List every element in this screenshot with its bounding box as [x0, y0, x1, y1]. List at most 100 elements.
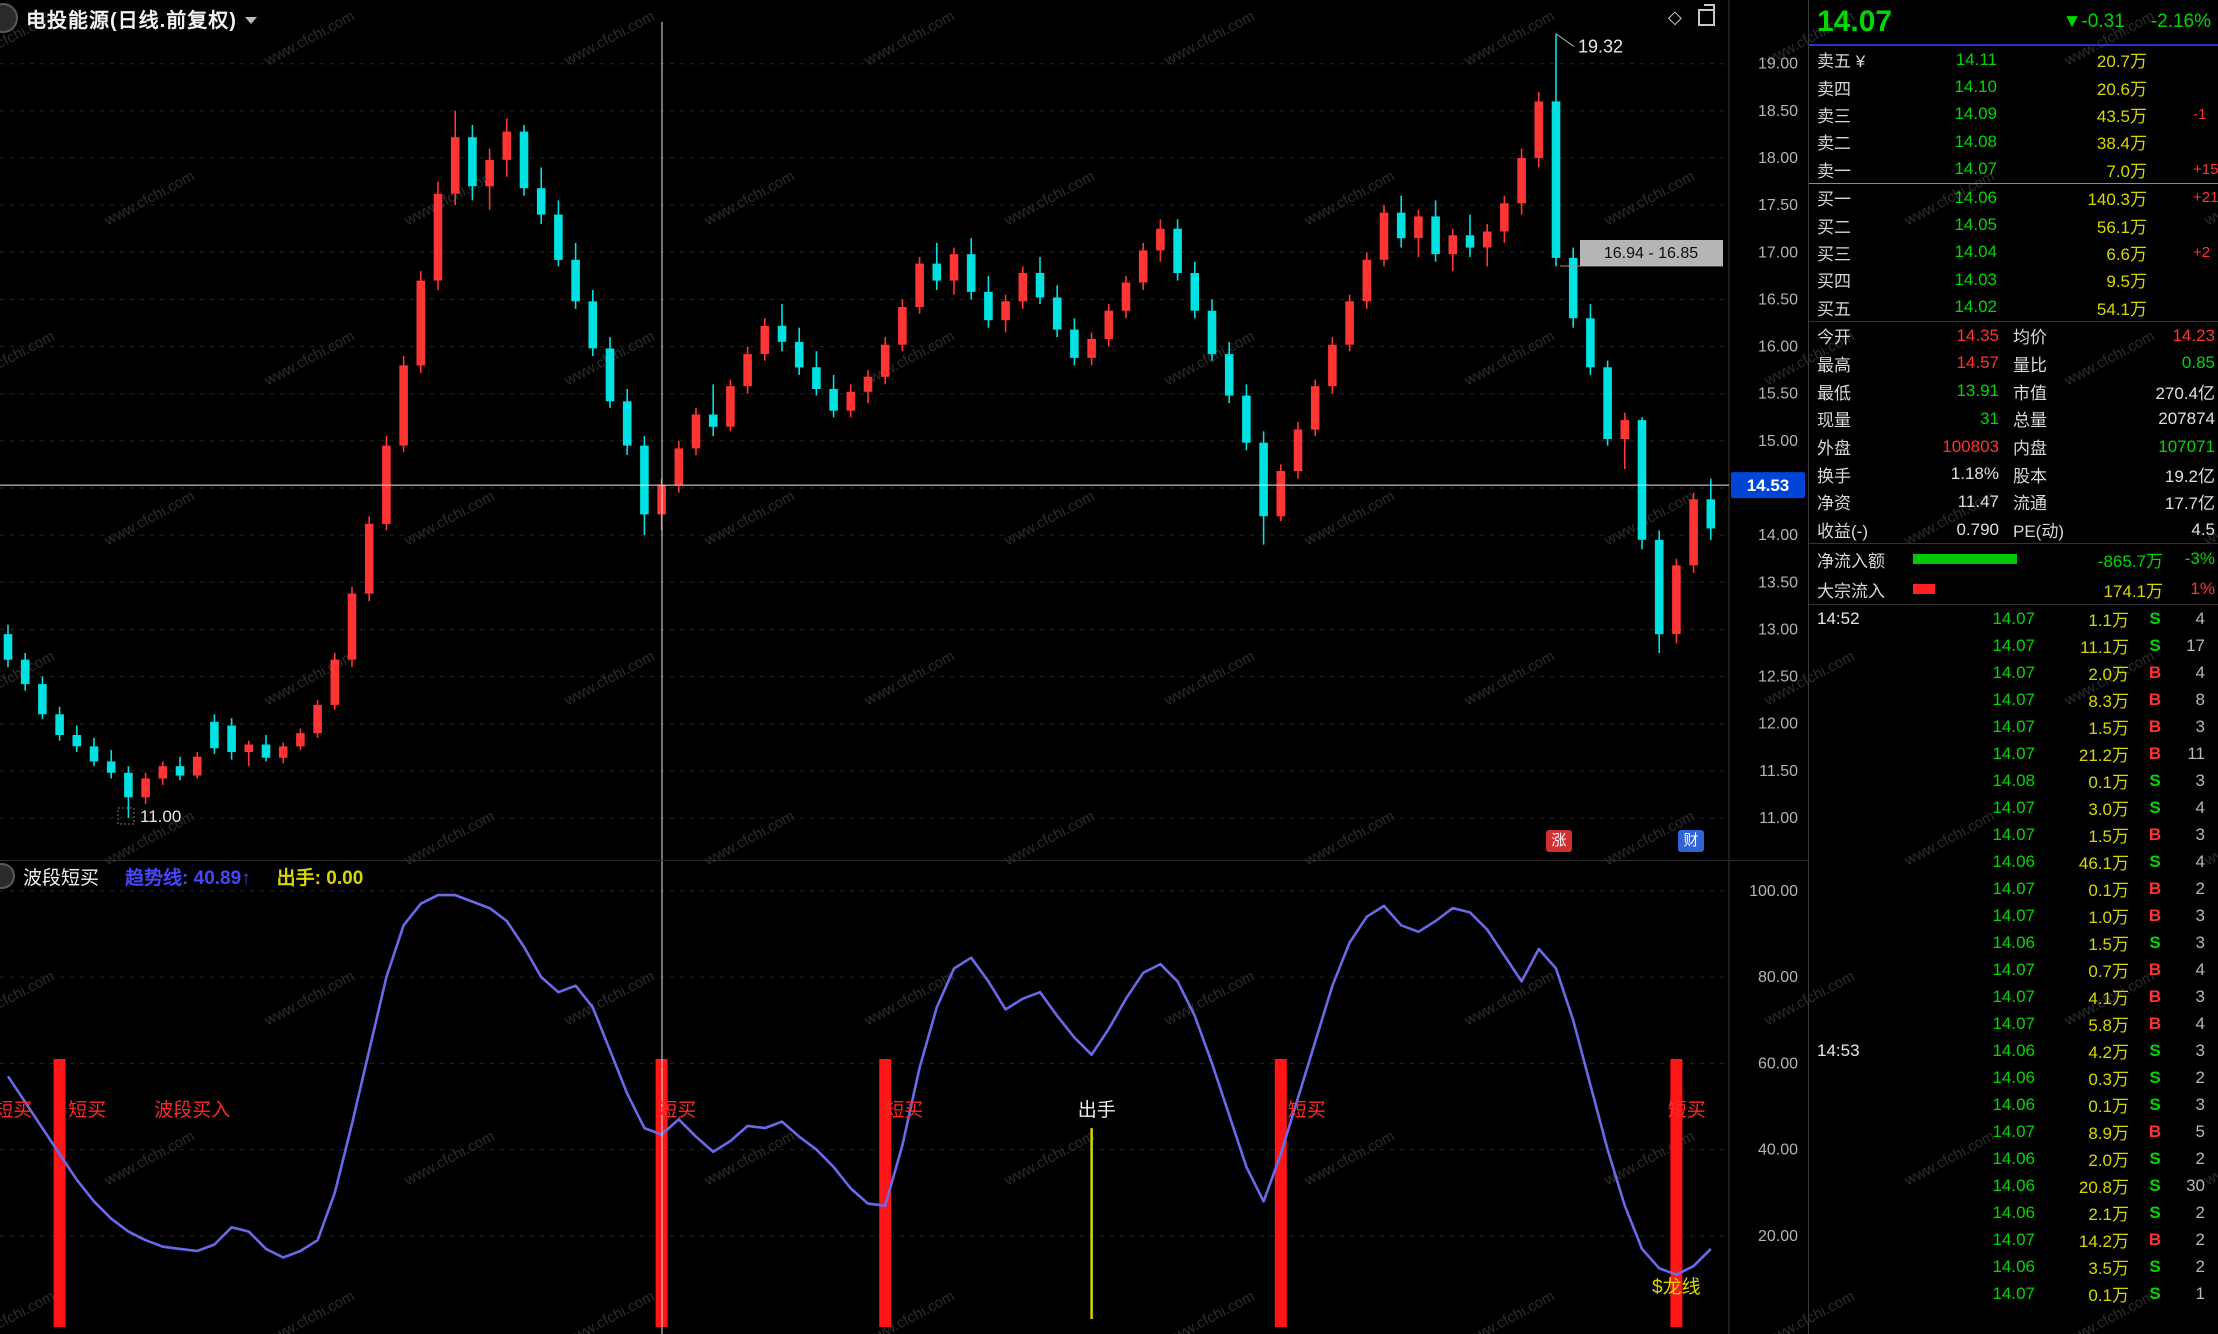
indicator-title: 波段短买	[23, 867, 100, 889]
ask-row[interactable]: 卖一 14.07 7.0万 +15	[1817, 159, 2218, 181]
stat-row: 最高 14.57 量比 0.85	[1817, 353, 2215, 375]
trend-line-value: 趋势线: 40.89↑	[125, 867, 251, 889]
quick-link-badge[interactable]: 财	[1678, 830, 1704, 852]
chart-title[interactable]: 电投能源(日线.前复权)	[26, 9, 237, 32]
svg-text:80.00: 80.00	[1758, 969, 1798, 986]
bid-row[interactable]: 买二 14.05 56.1万	[1817, 215, 2147, 237]
tick-row: 14.07 5.8万 B 4	[1992, 1013, 2205, 1036]
tick-row: 14.06 2.0万 S 2	[1992, 1148, 2205, 1171]
svg-text:14.53: 14.53	[1747, 476, 1790, 495]
flow-bar	[1913, 584, 1935, 595]
tick-row: 14.06 0.3万 S 2	[1992, 1067, 2205, 1090]
tick-row: 14.06 20.8万 S 30	[1992, 1175, 2205, 1198]
price-change: ▼-0.31	[2062, 11, 2125, 32]
main-chart-section[interactable]: 19.00 18.50 18.00 17.50 17.00 16.50 16.00 15.50…	[0, 0, 1808, 860]
trend-line	[6, 893, 1712, 1277]
tick-row: 14.07 8.9万 B 5	[1992, 1121, 2205, 1144]
spike-high-label: 19.32	[1578, 37, 1623, 57]
svg-text:16.50: 16.50	[1758, 291, 1798, 308]
flow-row: 净流入额 -865.7万 -3%	[1817, 549, 2215, 571]
bid-row[interactable]: 买四 14.03 9.5万	[1817, 269, 2147, 292]
tick-row: 14.07 1.5万 B 3	[1992, 824, 2205, 847]
stat-row: 外盘 100803 内盘 107071	[1817, 436, 2215, 459]
flow-bar	[1913, 554, 2017, 565]
bid-row[interactable]: 买一 14.06 140.3万 +21	[1817, 187, 2218, 210]
tick-row: 14.06 46.1万 S 4	[1992, 851, 2205, 874]
divider	[1809, 320, 2218, 322]
tick-list[interactable]: 14:52 14.07 1.1万 S 4 14.07 11.1万 S 17 14.07 2.0万 B 4…	[1809, 605, 2218, 1307]
tick-row: 14.07 3.0万 S 4	[1992, 797, 2205, 820]
money-flow: 净流入额 -865.7万 -3% 大宗流入 174.1万 1%	[1809, 544, 2218, 604]
tick-row: 14.07 8.3万 B 8	[1992, 689, 2205, 712]
bid-row[interactable]: 买五 14.02 54.1万	[1817, 297, 2147, 319]
flow-row: 大宗流入 174.1万 1%	[1817, 579, 2215, 601]
window-controls: ◇	[1668, 3, 1715, 27]
svg-text:40.00: 40.00	[1758, 1142, 1798, 1159]
tick-row: 14.07 0.1万 B 2	[1992, 878, 2205, 901]
main-candlestick-chart[interactable]: 19.00 18.50 18.00 17.50 17.00 16.50 16.00 15.50…	[0, 0, 1808, 860]
svg-text:60.00: 60.00	[1758, 1055, 1798, 1072]
bid-levels: 买一 14.06 140.3万 +21 买二 14.05 56.1万买三 14.04 6.…	[1809, 184, 2218, 321]
indicator-axis: 100.00 80.00 60.00 40.00 20.00	[1749, 883, 1798, 1245]
quick-link-badge[interactable]: 涨	[1546, 830, 1572, 852]
svg-text:17.00: 17.00	[1758, 244, 1798, 261]
stat-row: 换手 1.18% 股本 19.2亿	[1817, 464, 2215, 486]
svg-text:17.50: 17.50	[1758, 197, 1798, 214]
price-gridlines	[0, 0, 1730, 860]
price-axis[interactable]: 19.00 18.50 18.00 17.50 17.00 16.50 16.00 15.50…	[1758, 56, 1798, 827]
svg-text:18.50: 18.50	[1758, 103, 1798, 120]
restore-window-icon[interactable]	[1697, 3, 1715, 26]
svg-text:20.00: 20.00	[1758, 1228, 1798, 1245]
range-label: 16.94 - 16.85	[1604, 245, 1698, 262]
ask-row[interactable]: 卖四 14.10 20.6万	[1817, 77, 2147, 99]
svg-text:16.00: 16.00	[1758, 339, 1798, 356]
crosshair[interactable]: 14.53	[0, 22, 1805, 860]
diamond-icon[interactable]: ◇	[1668, 7, 1682, 27]
tick-row: 14:52 14.07 1.1万 S 4	[1817, 608, 2205, 631]
svg-text:短买: 短买	[1288, 1099, 1326, 1121]
indicator-note: $龙线	[1652, 1276, 1701, 1298]
svg-text:短买: 短买	[0, 1099, 32, 1121]
svg-text:19.00: 19.00	[1758, 56, 1798, 73]
svg-text:12.50: 12.50	[1758, 669, 1798, 686]
sell-marker-label: 出手	[1078, 1099, 1116, 1121]
stock-logo-icon	[0, 3, 18, 33]
divider	[1809, 604, 2218, 606]
tick-row: 14:53 14.06 4.2万 S 3	[1817, 1040, 2205, 1063]
divider	[1809, 543, 2218, 545]
candlesticks	[3, 33, 1716, 818]
svg-text:13.50: 13.50	[1758, 574, 1798, 591]
quote-panel: 14.07 ▼-0.31 -2.16% 卖五 ¥14.11 20.7万 卖四 14.…	[1808, 0, 2218, 1334]
svg-text:11.00: 11.00	[1759, 810, 1798, 827]
chevron-down-icon[interactable]	[244, 16, 257, 24]
tick-row: 14.07 2.0万 B 4	[1992, 662, 2205, 685]
ask-row[interactable]: 卖三 14.09 43.5万 -1	[1817, 104, 2207, 126]
bid-ask-divider	[1809, 182, 2218, 184]
tick-row: 14.08 0.1万 S 3	[1992, 770, 2205, 793]
svg-text:12.00: 12.00	[1758, 716, 1798, 733]
stat-row: 最低 13.91 市值 270.4亿	[1817, 381, 2215, 403]
ask-row[interactable]: 卖二 14.08 38.4万	[1817, 131, 2147, 154]
svg-text:100.00: 100.00	[1749, 883, 1798, 900]
tick-row: 14.06 0.1万 S 3	[1992, 1094, 2205, 1117]
sell-signal-value: 出手: 0.00	[276, 867, 364, 889]
indicator-section[interactable]: 100.00 80.00 60.00 40.00 20.00 短买 短买 波段买入 短买 短买 短买…	[0, 860, 1808, 1334]
last-price: 14.07	[1817, 5, 1893, 38]
crosshair-price-badge	[1731, 472, 1805, 499]
signal-labels: 短买 短买 波段买入 短买 短买 短买 短买 出手 $龙线	[0, 1099, 1706, 1298]
price-change-pct: -2.16%	[2150, 11, 2211, 32]
indicator-header: 波段短买 趋势线: 40.89↑ 出手: 0.00	[0, 863, 363, 889]
tick-row: 14.07 1.0万 B 3	[1992, 905, 2205, 928]
svg-text:短买: 短买	[1668, 1099, 1706, 1121]
svg-text:11.50: 11.50	[1759, 763, 1798, 780]
bid-row[interactable]: 买三 14.04 6.6万 +2	[1817, 242, 2211, 264]
svg-text:短买: 短买	[658, 1099, 696, 1121]
quote-header: 14.07 ▼-0.31 -2.16%	[1809, 0, 2218, 46]
chart-annotations: 19.32 16.94 - 16.85 11.00	[117, 34, 1723, 826]
svg-text:13.00: 13.00	[1758, 621, 1798, 638]
ask-row[interactable]: 卖五 ¥14.11 20.7万	[1817, 49, 2147, 72]
svg-text:短买: 短买	[885, 1099, 923, 1121]
signal-bars	[53, 1059, 1683, 1327]
svg-text:15.50: 15.50	[1758, 386, 1798, 403]
